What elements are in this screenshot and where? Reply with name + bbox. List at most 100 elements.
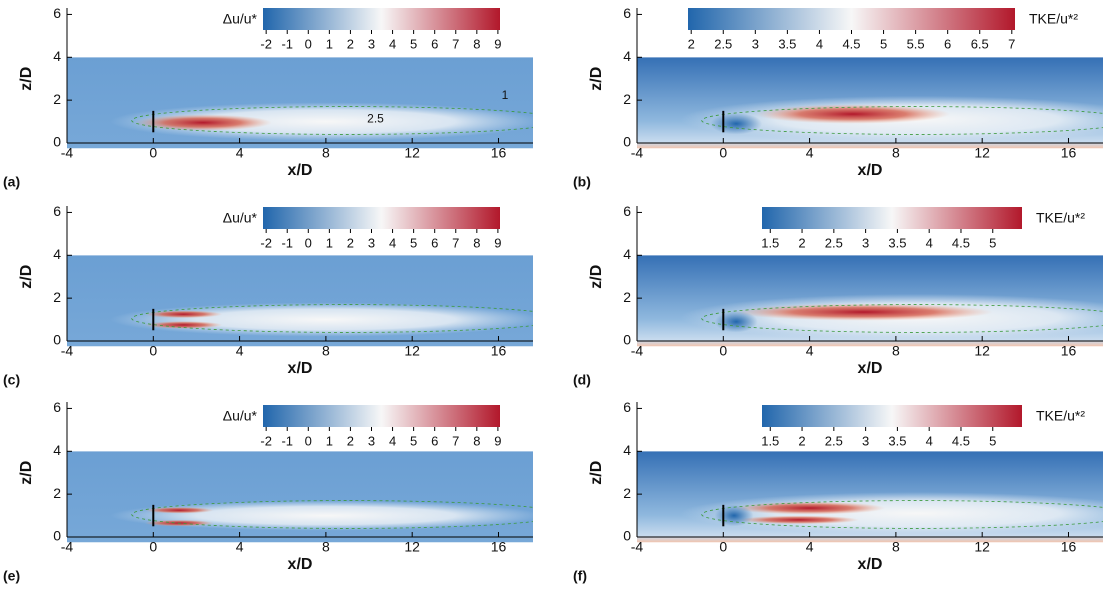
colorbar bbox=[263, 8, 500, 30]
x-tick-label: 12 bbox=[404, 539, 420, 555]
x-tick-label: 16 bbox=[491, 343, 507, 359]
x-tick-label: 0 bbox=[149, 145, 157, 161]
colorbar-tick-label: 4 bbox=[389, 235, 396, 250]
x-tick-label: 0 bbox=[719, 145, 727, 161]
x-tick-label: -4 bbox=[61, 145, 74, 161]
y-tick-label: 2 bbox=[53, 485, 61, 501]
colorbar bbox=[688, 8, 1015, 30]
x-tick-label: 0 bbox=[719, 539, 727, 555]
y-tick-label: 4 bbox=[623, 442, 631, 458]
y-axis-label: z/D bbox=[18, 265, 35, 289]
colorbar-tick-label: 0 bbox=[305, 433, 312, 448]
colorbar-tick-label: 4.5 bbox=[952, 433, 970, 448]
colorbar-tick-label: 1.5 bbox=[761, 235, 779, 250]
x-tick-label: 12 bbox=[974, 145, 990, 161]
wake bbox=[714, 504, 754, 527]
x-tick-label: 16 bbox=[1061, 145, 1077, 161]
x-tick-label: 8 bbox=[892, 539, 900, 555]
y-tick-label: 0 bbox=[623, 134, 631, 150]
colorbar-tick-label: 8 bbox=[473, 235, 480, 250]
x-tick-label: 4 bbox=[236, 343, 244, 359]
field bbox=[637, 255, 1103, 347]
colorbar-tick-label: 6 bbox=[431, 36, 438, 51]
y-tick-label: 0 bbox=[53, 528, 61, 544]
colorbar-tick-label: 9 bbox=[494, 36, 501, 51]
colorbar-tick-label: 2.5 bbox=[825, 433, 843, 448]
x-axis-label: x/D bbox=[288, 162, 313, 179]
colorbar-tick-label: 2 bbox=[347, 433, 354, 448]
x-axis-label: x/D bbox=[288, 556, 313, 573]
y-tick-label: 0 bbox=[623, 332, 631, 348]
colorbar-tick-label: -1 bbox=[281, 433, 293, 448]
colorbar bbox=[762, 207, 1022, 229]
wake bbox=[734, 303, 993, 321]
y-tick-label: 6 bbox=[53, 203, 61, 219]
colorbar-label: Δu/u* bbox=[223, 408, 258, 424]
x-tick-label: 0 bbox=[149, 539, 157, 555]
colorbar-tick-label: 5 bbox=[989, 433, 996, 448]
colorbar-tick-label: 0 bbox=[305, 235, 312, 250]
colorbar-tick-label: 5 bbox=[410, 433, 417, 448]
colorbar-tick-label: 6 bbox=[431, 433, 438, 448]
colorbar-tick-label: 5 bbox=[410, 235, 417, 250]
colorbar-tick-label: 2 bbox=[688, 36, 695, 51]
field bbox=[67, 255, 533, 347]
wake bbox=[144, 321, 223, 329]
colorbar-tick-label: -1 bbox=[281, 36, 293, 51]
y-axis-label: z/D bbox=[588, 67, 605, 91]
colorbar bbox=[263, 207, 500, 229]
x-tick-label: 16 bbox=[491, 539, 507, 555]
colorbar-tick-label: 1.5 bbox=[761, 433, 779, 448]
field bbox=[637, 57, 1103, 149]
colorbar-tick-label: 3 bbox=[368, 235, 375, 250]
y-axis-label: z/D bbox=[18, 461, 35, 485]
contour-line bbox=[131, 304, 533, 333]
y-tick-label: 6 bbox=[623, 203, 631, 219]
panel-label: (a) bbox=[3, 174, 20, 190]
x-tick-label: -4 bbox=[631, 539, 644, 555]
colorbar-tick-label: -2 bbox=[260, 433, 272, 448]
field bbox=[67, 57, 533, 149]
y-tick-label: 2 bbox=[623, 485, 631, 501]
wake bbox=[734, 501, 886, 515]
y-tick-label: 0 bbox=[623, 528, 631, 544]
colorbar-tick-label: 3 bbox=[862, 433, 869, 448]
y-tick-label: 0 bbox=[53, 332, 61, 348]
x-tick-label: 16 bbox=[491, 145, 507, 161]
x-tick-label: -4 bbox=[631, 343, 644, 359]
x-tick-label: 12 bbox=[404, 343, 420, 359]
colorbar-label: TKE/u*² bbox=[1036, 408, 1085, 424]
y-tick-label: 4 bbox=[53, 442, 61, 458]
y-axis-label: z/D bbox=[588, 265, 605, 289]
colorbar-tick-label: 4 bbox=[926, 235, 933, 250]
panel-label: (b) bbox=[573, 174, 591, 190]
x-tick-label: -4 bbox=[61, 343, 74, 359]
colorbar-tick-label: 2 bbox=[798, 433, 805, 448]
wake bbox=[144, 310, 223, 319]
y-tick-label: 6 bbox=[53, 5, 61, 21]
colorbar-tick-label: 3 bbox=[368, 36, 375, 51]
colorbar-tick-label: 3.5 bbox=[888, 235, 906, 250]
colorbar-tick-label: 7 bbox=[452, 433, 459, 448]
x-tick-label: 4 bbox=[806, 539, 814, 555]
colorbar-tick-label: 5 bbox=[989, 235, 996, 250]
field bbox=[67, 451, 533, 543]
y-tick-label: 6 bbox=[623, 5, 631, 21]
colorbar-tick-label: -1 bbox=[281, 235, 293, 250]
panel-label: (f) bbox=[573, 568, 587, 584]
x-tick-label: 0 bbox=[719, 343, 727, 359]
contour-line bbox=[131, 500, 533, 529]
colorbar-tick-label: 3 bbox=[368, 433, 375, 448]
colorbar-label: Δu/u* bbox=[223, 11, 258, 27]
y-tick-label: 4 bbox=[53, 48, 61, 64]
y-tick-label: 2 bbox=[623, 289, 631, 305]
y-tick-label: 0 bbox=[53, 134, 61, 150]
colorbar-tick-label: 6 bbox=[431, 235, 438, 250]
wake bbox=[738, 515, 860, 525]
x-axis-label: x/D bbox=[858, 556, 883, 573]
wake bbox=[710, 113, 763, 135]
colorbar-tick-label: 8 bbox=[473, 433, 480, 448]
panel-label: (e) bbox=[3, 568, 20, 584]
colorbar-tick-label: 2 bbox=[347, 36, 354, 51]
